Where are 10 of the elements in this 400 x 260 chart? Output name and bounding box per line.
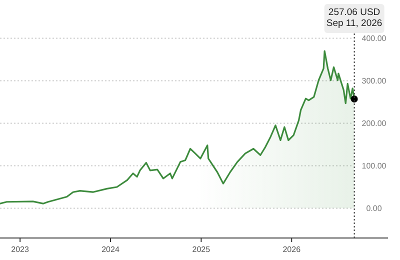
- x-tick-label: 2025: [192, 245, 211, 254]
- y-tick-label: 400.00: [362, 34, 387, 44]
- y-tick-label: 0.00: [366, 204, 382, 214]
- x-tick-label: 2024: [102, 245, 120, 254]
- annotation: 257.06 USD Sep 11, 2026: [326, 7, 382, 29]
- y-tick-label: 200.00: [362, 119, 387, 128]
- x-tick-label: 2026: [282, 245, 302, 254]
- y-tick-label: 300.00: [362, 76, 387, 86]
- y-tick-label: 100.00: [362, 162, 387, 171]
- x-tick-label: 2023: [11, 245, 30, 254]
